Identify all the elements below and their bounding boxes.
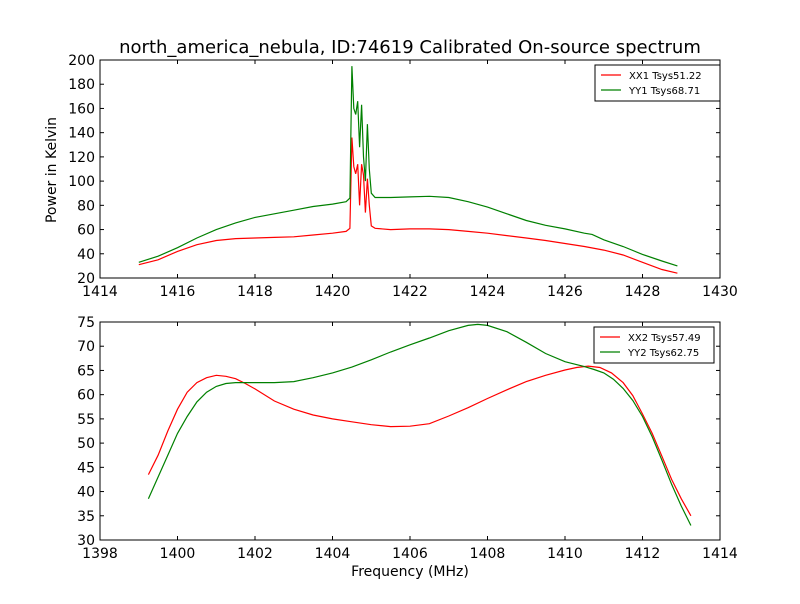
x-axis-label: Frequency (MHz) [351,564,469,580]
series-line-2 [138,66,678,267]
legend-label: YY1 Tsys68.71 [628,86,700,97]
legend-box [594,64,721,102]
chart-title: north_america_nebula, ID:74619 Calibrate… [119,37,701,58]
y-tick-label: 40 [77,485,95,501]
series-line-1 [138,137,678,274]
y-tick-label: 50 [77,436,95,452]
legend: XX2 Tsys57.49 YY2 Tsys62.75 [593,326,715,364]
legend-box [593,326,715,364]
x-tick-label: 1414 [82,284,118,300]
x-tick-label: 1414 [702,546,738,562]
x-tick-label: 1402 [237,546,273,562]
y-tick-label: 180 [68,77,95,93]
x-tick-label: 1416 [160,284,196,300]
legend: XX1 Tsys51.22 YY1 Tsys68.71 [594,64,721,102]
y-tick-label: 100 [68,174,95,190]
x-tick-label: 1408 [470,546,506,562]
y-tick-label: 40 [77,247,95,263]
y-tick-label: 45 [77,460,95,476]
y-tick-label: 120 [68,150,95,166]
y-tick-label: 75 [77,315,95,331]
x-tick-label: 1426 [547,284,583,300]
y-tick-label: 80 [77,198,95,214]
x-tick-label: 1424 [470,284,506,300]
y-tick-label: 140 [68,126,95,142]
y-tick-label: 70 [77,339,95,355]
x-tick-label: 1422 [392,284,428,300]
y-tick-label: 60 [77,223,95,239]
y-tick-label: 30 [77,533,95,549]
series-line-1 [147,365,692,517]
x-tick-label: 1400 [160,546,196,562]
y-tick-label: 200 [68,53,95,69]
x-tick-label: 1428 [625,284,661,300]
y-tick-label: 35 [77,509,95,525]
x-tick-label: 1406 [392,546,428,562]
x-tick-label: 1418 [237,284,273,300]
y-tick-label: 160 [68,101,95,117]
y-tick-label: 65 [77,363,95,379]
y-tick-label: 20 [77,271,95,287]
bottom-spectrum-plot: 1398 1400 1402 1404 1406 1408 1410 1412 1414 30 35… [77,315,738,562]
legend-label: XX1 Tsys51.22 [629,71,702,82]
y-tick-label: 60 [77,388,95,404]
x-tick-label: 1410 [547,546,583,562]
x-tick-label: 1430 [702,284,738,300]
y-tick-label: 55 [77,412,95,428]
x-tick-label: 1412 [625,546,661,562]
legend-label: XX2 Tsys57.49 [628,333,701,344]
top-spectrum-plot: 1414 1416 1418 1420 1422 1424 1426 1428 1430 20 40… [68,53,738,300]
x-tick-label: 1404 [315,546,351,562]
legend-label: YY2 Tsys62.75 [627,348,699,359]
x-tick-label: 1398 [82,546,118,562]
series-line-2 [147,323,692,526]
y-axis-label-top: Power in Kelvin [44,117,60,223]
x-tick-label: 1420 [315,284,351,300]
